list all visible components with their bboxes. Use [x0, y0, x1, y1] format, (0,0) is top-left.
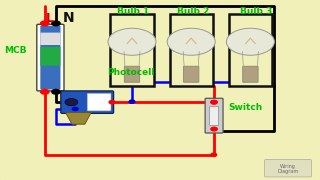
Circle shape [108, 28, 156, 55]
FancyBboxPatch shape [170, 14, 213, 86]
Circle shape [65, 99, 78, 106]
Circle shape [109, 100, 115, 104]
Circle shape [52, 21, 60, 26]
Circle shape [41, 89, 49, 94]
Circle shape [211, 100, 217, 104]
Polygon shape [66, 112, 91, 124]
FancyBboxPatch shape [110, 14, 154, 86]
Text: Bulb 1: Bulb 1 [117, 7, 149, 16]
Text: Bulb 3: Bulb 3 [240, 7, 272, 16]
FancyBboxPatch shape [210, 107, 219, 125]
Text: Switch: Switch [229, 103, 263, 112]
Text: L: L [46, 12, 54, 24]
Circle shape [72, 107, 78, 111]
FancyBboxPatch shape [124, 66, 140, 82]
Text: N: N [63, 11, 75, 25]
FancyBboxPatch shape [40, 33, 60, 45]
Circle shape [227, 28, 274, 55]
Text: Bulb 2: Bulb 2 [178, 7, 210, 16]
FancyBboxPatch shape [40, 47, 60, 66]
FancyBboxPatch shape [184, 66, 199, 82]
Text: MCB: MCB [4, 46, 27, 55]
FancyBboxPatch shape [243, 66, 258, 82]
FancyBboxPatch shape [37, 24, 64, 91]
Circle shape [41, 21, 49, 26]
FancyBboxPatch shape [205, 98, 223, 133]
Circle shape [211, 127, 217, 131]
FancyBboxPatch shape [87, 93, 111, 111]
Circle shape [211, 153, 217, 156]
Circle shape [129, 100, 135, 103]
Circle shape [167, 28, 215, 55]
Text: Diagram: Diagram [277, 169, 299, 174]
Circle shape [52, 89, 60, 94]
Text: Photocell: Photocell [107, 68, 155, 77]
FancyBboxPatch shape [61, 91, 114, 113]
FancyBboxPatch shape [40, 26, 60, 89]
FancyBboxPatch shape [229, 14, 272, 86]
Text: Wiring: Wiring [280, 164, 296, 169]
Circle shape [211, 100, 217, 104]
FancyBboxPatch shape [265, 160, 311, 177]
